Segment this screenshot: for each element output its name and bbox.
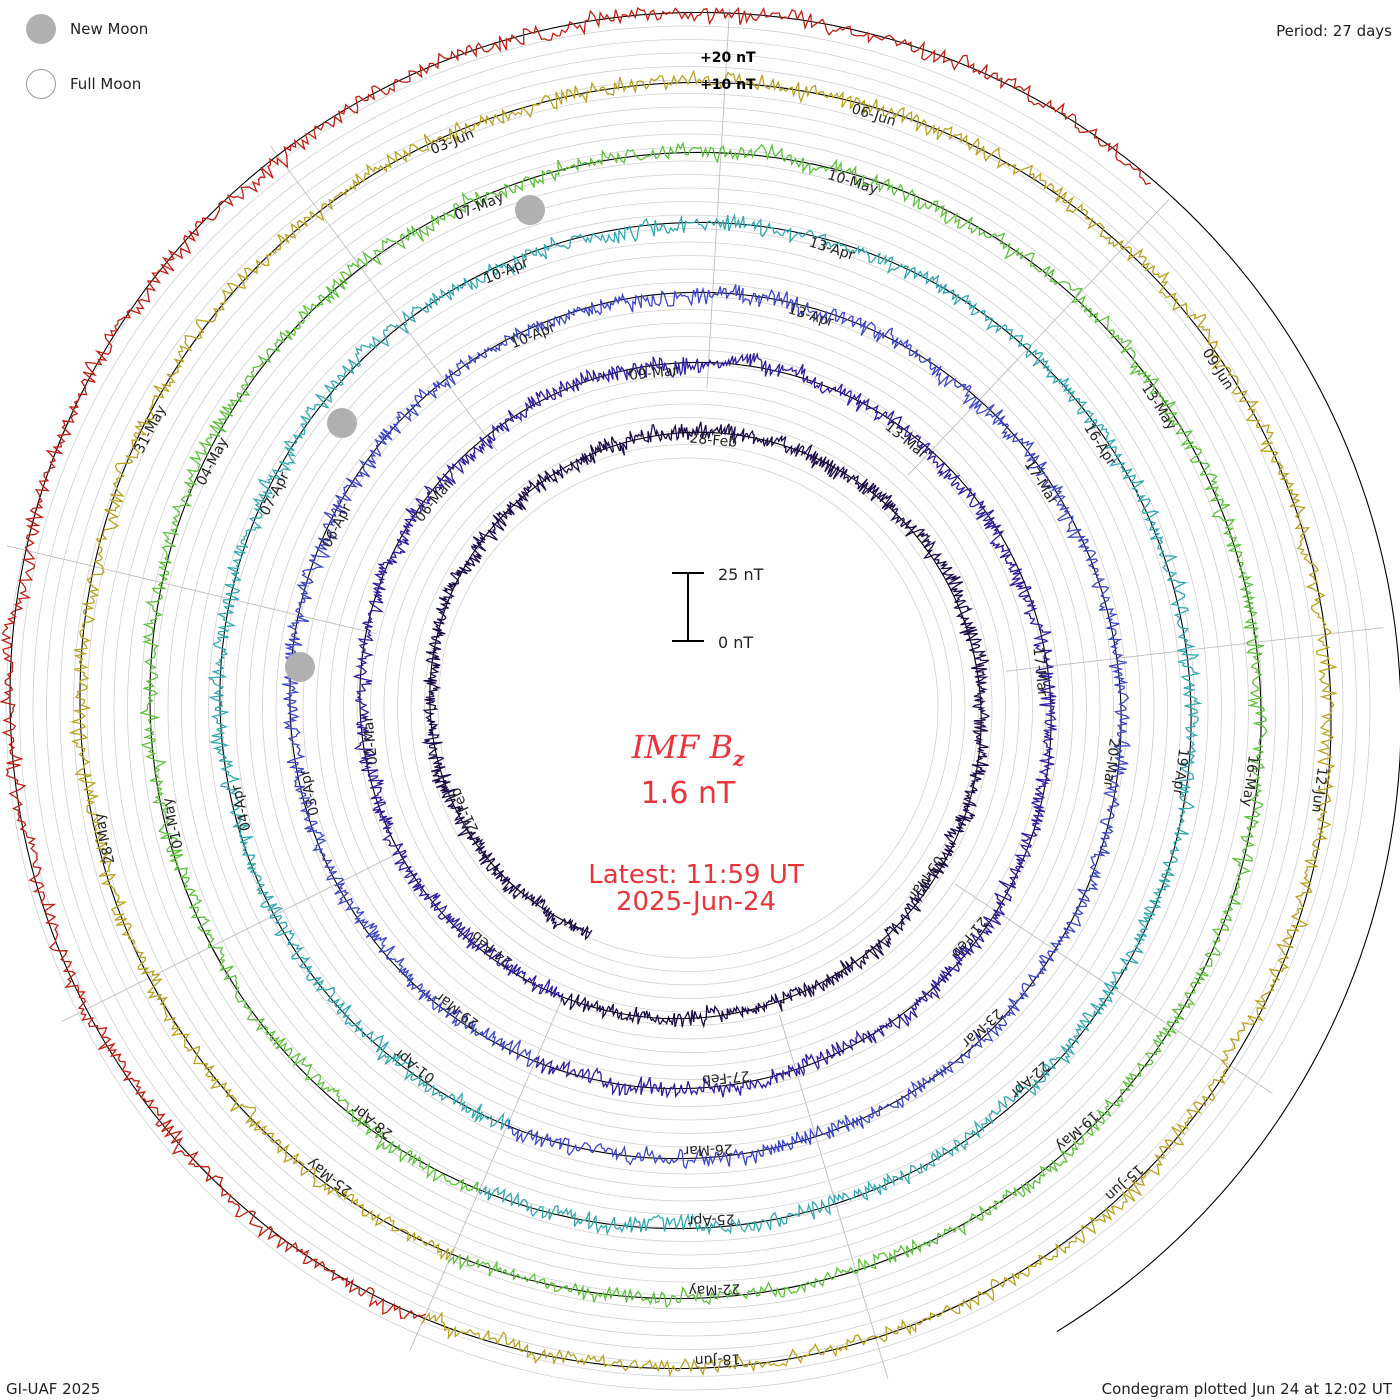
date-label: 09-Mar (628, 363, 679, 384)
full-moon-label: Full Moon (70, 75, 142, 93)
date-label: 19-Apr (1169, 748, 1191, 797)
grid-spoke (61, 850, 403, 1022)
grid-ring (221, 241, 1155, 1175)
bz-trace-rotation-1 (421, 421, 990, 1029)
date-label: 07-May (452, 189, 506, 224)
scale-mid-label: +10 nT (700, 77, 756, 93)
grid-ring (140, 160, 1236, 1256)
date-label: 13-Apr (786, 301, 836, 330)
grid-ring (208, 228, 1168, 1188)
grid-ring (248, 268, 1128, 1148)
date-label: 07-Apr (257, 469, 293, 518)
grid-ring (410, 430, 966, 986)
date-label: 16-May (1238, 754, 1261, 807)
grid-ring (275, 295, 1101, 1121)
grid-ring (32, 52, 1344, 1364)
date-label: 22-May (688, 1280, 740, 1298)
grid-spoke (954, 883, 1273, 1094)
grid-ring (100, 120, 1276, 1296)
grid-ring (289, 309, 1087, 1107)
latest-date: 2025-Jun-24 (615, 887, 777, 917)
grid-ring (5, 25, 1371, 1391)
scale-top-label: +20 nT (700, 50, 756, 66)
bz-trace-rotation-7 (0, 6, 1151, 1320)
bz-trace-rotation-6 (68, 69, 1338, 1378)
date-label: 12-Jun (1308, 766, 1330, 813)
date-label: 02-Mar (360, 715, 381, 766)
grid-spoke (1005, 627, 1384, 672)
date-label: 26-Mar (683, 1140, 733, 1158)
date-label: 20-Mar (1100, 737, 1122, 788)
grid-ring (424, 444, 952, 972)
grid-spoke (409, 1001, 562, 1351)
grid-ring (437, 457, 939, 959)
new-moon-icon (26, 14, 56, 44)
new-moon-marker (327, 408, 357, 438)
date-label: 28-Feb (689, 430, 738, 450)
full-moon-icon (26, 69, 56, 99)
period-label: Period: 27 days (1276, 22, 1392, 40)
grid-ring (356, 376, 1020, 1040)
scale-bar-bottom-label: 0 nT (718, 633, 753, 652)
grid-ring (127, 147, 1249, 1269)
new-moon-marker (285, 652, 315, 682)
grid-spoke (270, 145, 498, 452)
grid-ring (59, 79, 1317, 1337)
date-label: 28-May (91, 811, 118, 865)
grid-ring (262, 282, 1114, 1134)
date-label: 03-Jun (428, 126, 476, 158)
date-label: 10-Apr (482, 255, 532, 288)
parameter-title: IMF Bz (0, 728, 1376, 770)
date-label: 31-May (132, 403, 170, 456)
grid-ring (235, 255, 1141, 1161)
grid-ring (46, 66, 1330, 1350)
parameter-symbol: B (709, 728, 733, 766)
latest-time: Latest: 11:59 UT (588, 860, 804, 890)
grid-ring (154, 174, 1222, 1242)
grid-ring (329, 349, 1047, 1067)
grid-ring (73, 93, 1303, 1323)
date-label: 25-Apr (687, 1210, 735, 1228)
grid-ring (19, 39, 1357, 1377)
new-moon-marker (515, 195, 545, 225)
grid-ring (302, 322, 1074, 1094)
grid-ring (343, 363, 1033, 1053)
grid-ring (194, 214, 1182, 1202)
parameter-name: IMF (631, 728, 700, 766)
date-label: 24-Feb (469, 927, 516, 970)
scale-bar: 25 nT 0 nT (672, 565, 764, 652)
grid-spoke (706, 9, 730, 389)
grid-ring (370, 390, 1006, 1026)
grid-ring (316, 336, 1060, 1080)
current-value: 1.6 nT (640, 776, 736, 811)
date-label: 13-Mar (882, 419, 931, 463)
date-label: 13-May (1138, 381, 1179, 433)
grid-spoke (907, 199, 1170, 476)
date-label: 18-Jun (694, 1350, 740, 1368)
legend-new-moon: New Moon (26, 14, 148, 44)
new-moon-label: New Moon (70, 20, 149, 38)
grid-spoke (6, 545, 377, 635)
bz-trace-rotation-4 (207, 213, 1203, 1236)
grid-ring (86, 106, 1290, 1310)
grid-ring (383, 403, 993, 1013)
parameter-subscript: z (732, 746, 745, 771)
legend-full-moon: Full Moon (26, 69, 141, 99)
bz-trace-rotation-5 (139, 141, 1268, 1309)
footer-credit: GI-UAF 2025 (6, 1380, 101, 1398)
scale-bar-top-label: 25 nT (718, 565, 764, 584)
plot-timestamp: Condegram plotted Jun 24 at 12:02 UT (1101, 1380, 1392, 1398)
date-label: 17-Mar (1029, 647, 1050, 698)
bz-trace-rotation-3 (281, 284, 1132, 1170)
grid-ring (167, 187, 1209, 1229)
bz-trace-rotation-2 (352, 352, 1058, 1099)
date-label: 27-Feb (701, 1067, 750, 1088)
